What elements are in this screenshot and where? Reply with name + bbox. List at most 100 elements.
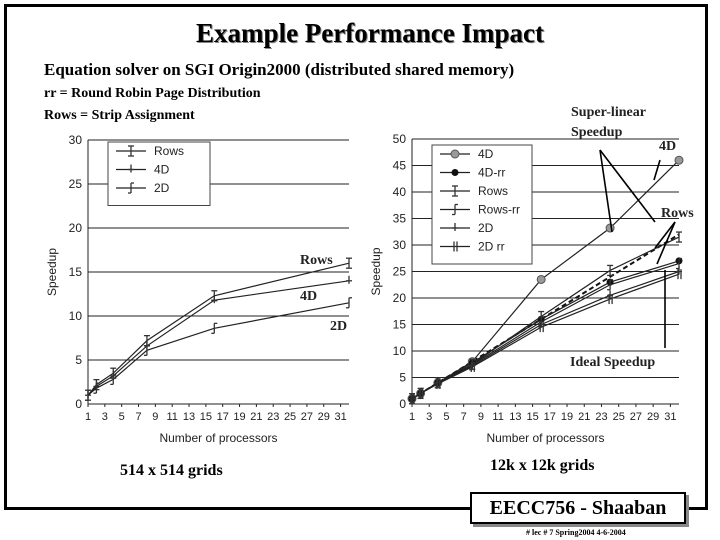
chart0-legend-box [107,141,211,206]
chart1-legend-marker [452,223,458,231]
chart0-point-4d [211,295,218,304]
chart0-ytick-label: 15 [69,265,83,279]
chart1-point-rows [607,264,614,277]
chart1-xtick-label: 15 [526,411,538,423]
chart1-point-4d-dot [605,223,615,233]
chart1-legend-label: 4D-rr [478,166,505,180]
chart0-yaxis-label: Speedup [45,248,59,296]
chart1-annotation-pointer [599,149,656,223]
chart0-legend-marker [128,164,134,173]
chart0-annotation: 4D [300,289,317,304]
chart1-point-rows [676,231,682,243]
chart1-ytick-label: 15 [393,318,407,332]
chart1-ytick-label: 10 [393,344,407,358]
chart0-legend-marker [128,182,134,194]
chart1-series-line-2d [411,270,680,400]
chart0-xtick-label: 13 [183,411,195,423]
chart0-legend-label: 4D [154,163,170,177]
chart0-xtick-label: 15 [200,411,212,423]
chart1-annotation-pointer [653,159,661,181]
chart0-xtick-label: 3 [102,411,108,423]
chart1-annotation: Speedup [571,125,623,140]
chart1-point-2d-rr [470,361,475,372]
chart1-xtick-label: 5 [443,411,449,423]
chart0-xtick-label: 27 [301,411,313,423]
chart1-legend-box [431,144,533,265]
chart0-annotation: Rows [300,253,333,268]
chart0-xtick-label: 5 [119,411,125,423]
slide-subtitle: Equation solver on SGI Origin2000 (distr… [44,60,515,79]
chart1-legend-label: 4D [478,147,494,161]
chart0-xtick-label: 29 [318,411,330,423]
chart1-point-4d-dot [536,274,546,284]
chart1-series-line-4d-rr [411,260,680,400]
chart1-xtick-label: 3 [426,411,432,423]
chart0-point-4d [346,275,352,284]
chart1-xtick-label: 17 [544,411,556,423]
chart1-legend-label: 2D [478,221,494,235]
chart1-ytick-label: 25 [393,265,407,279]
chart1-xtick-label: 9 [478,411,484,423]
chart1-ytick-label: 5 [399,371,406,385]
chart-left-caption: 514 x 514 grids [120,462,223,479]
chart1-ytick-label: 20 [393,291,407,305]
chart1-legend-marker [452,203,458,216]
chart1-xtick-label: 7 [461,411,467,423]
chart0-ytick-label: 5 [75,353,82,367]
footer-note: # lec # 7 Spring2004 4-6-2004 [526,528,626,537]
chart0-legend-label: Rows [154,144,184,158]
chart1-xtick-label: 19 [561,411,573,423]
chart1-xtick-label: 11 [492,411,503,423]
footer-course-box: EECC756 - Shaaban [470,492,686,524]
chart1-xtick-label: 29 [647,411,659,423]
chart1-point-2d-rr [608,294,613,305]
chart1-point-4d [605,223,615,233]
chart1-xtick-label: 13 [509,411,521,423]
chart1-annotation: 4D [659,139,676,154]
chart1-series-line-2d-rr [411,273,680,400]
chart1-point-4d [536,274,546,284]
slide-title: Example Performance Impact [196,18,544,48]
chart0-xtick-label: 9 [152,411,158,423]
slide-frame [4,4,708,510]
chart1-xtick-label: 1 [409,411,415,423]
chart0-xtick-label: 11 [166,411,177,423]
chart0-series-line-rows [87,262,350,396]
chart0-xtick-label: 1 [85,411,91,423]
chart1-legend-marker-dot [451,169,459,176]
chart1-ytick-label: 45 [393,159,407,173]
chart0-xtick-label: 25 [284,411,296,423]
chart1-ytick-label: 50 [393,132,407,146]
chart0-xtick-label: 31 [334,411,346,423]
chart0-annotation: 2D [330,319,347,334]
chart0-ytick-label: 10 [69,309,83,323]
chart1-point-4d-dot [674,155,684,165]
chart1-point-2d-rr [418,388,424,399]
chart1-point-rows-rr [607,279,614,291]
chart0-xtick-label: 23 [267,411,279,423]
chart1-xtick-label: 21 [578,411,590,423]
chart0-series-line-2d [87,302,350,396]
chart0-ytick-label: 0 [75,397,82,411]
chart1-ytick-label: 40 [393,185,407,199]
chart1-legend-marker [450,149,460,159]
chart1-point-4d [674,155,684,165]
note-round-robin: rr = Round Robin Page Distribution [44,86,261,101]
chart1-legend-label: Rows-rr [478,203,520,217]
chart0-xtick-label: 21 [250,411,262,423]
chart0-legend-label: 2D [154,181,170,195]
chart1-legend-marker [451,169,459,176]
chart0-point-2d [93,382,100,394]
chart0-point-2d [346,297,352,309]
chart1-xtick-label: 27 [630,411,642,423]
chart1-xtick-label: 25 [613,411,625,423]
chart0-ytick-label: 30 [69,133,83,147]
chart1-legend-label: Rows [478,184,508,198]
chart0-point-2d [110,373,117,386]
chart0-series-line-4d [87,280,350,396]
chart1-point-2d-rr [677,269,682,280]
chart0-point-2d [143,344,150,356]
chart0-legend-marker [128,145,134,157]
chart1-legend-marker-dot [450,149,460,159]
